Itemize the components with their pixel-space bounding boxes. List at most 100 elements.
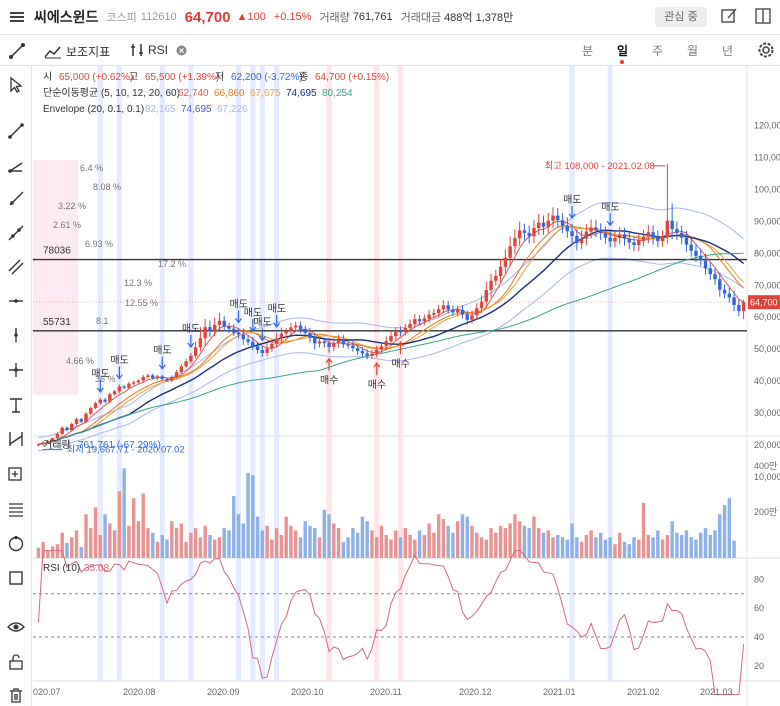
candle[interactable] xyxy=(479,295,484,314)
volume-bar[interactable] xyxy=(384,535,388,558)
candle[interactable] xyxy=(46,440,50,444)
horizontal-line-icon[interactable] xyxy=(7,292,25,310)
volume-bar[interactable] xyxy=(441,518,446,558)
candle[interactable] xyxy=(332,338,336,352)
volume-bar[interactable] xyxy=(351,528,355,558)
volume-bar[interactable] xyxy=(146,528,150,558)
volume-bar[interactable] xyxy=(289,525,293,558)
volume-bar[interactable] xyxy=(293,530,298,558)
volume-bar[interactable] xyxy=(374,537,379,558)
candle[interactable] xyxy=(641,229,646,247)
volume-bar[interactable] xyxy=(313,528,317,558)
candle[interactable] xyxy=(470,310,474,324)
volume-bar[interactable] xyxy=(117,491,122,558)
volume-bar[interactable] xyxy=(470,525,474,558)
volume-bar[interactable] xyxy=(436,514,441,558)
volume-bar[interactable] xyxy=(346,537,350,558)
volume-bar[interactable] xyxy=(460,514,465,558)
candle[interactable] xyxy=(217,312,222,331)
period-day[interactable]: 일 xyxy=(605,42,640,64)
candle[interactable] xyxy=(532,220,536,244)
volume-bar[interactable] xyxy=(155,541,160,558)
volume-bar[interactable] xyxy=(455,521,460,558)
volume-bar[interactable] xyxy=(513,514,517,558)
volume-bar[interactable] xyxy=(656,530,660,558)
candle[interactable] xyxy=(174,369,179,379)
volume-bar[interactable] xyxy=(484,539,489,558)
volume-bar[interactable] xyxy=(260,530,265,558)
volume-bar[interactable] xyxy=(193,528,198,558)
candle[interactable] xyxy=(179,364,184,374)
volume-bar[interactable] xyxy=(727,498,732,558)
candle[interactable] xyxy=(246,335,250,346)
candle[interactable] xyxy=(131,380,136,386)
volume-bar[interactable] xyxy=(379,525,384,558)
candle[interactable] xyxy=(498,259,503,283)
candle[interactable] xyxy=(255,342,260,354)
volume-bar[interactable] xyxy=(336,528,341,558)
volume-bar[interactable] xyxy=(684,530,689,558)
candle[interactable] xyxy=(627,232,631,250)
candle[interactable] xyxy=(65,426,69,432)
volume-bar[interactable] xyxy=(565,539,570,558)
candle[interactable] xyxy=(708,262,712,280)
volume-bar[interactable] xyxy=(122,468,126,558)
volume-bar[interactable] xyxy=(708,535,712,558)
candle[interactable] xyxy=(494,269,498,286)
candle[interactable] xyxy=(394,327,398,341)
candle[interactable] xyxy=(298,321,303,334)
volume-bar[interactable] xyxy=(322,509,327,558)
candle[interactable] xyxy=(127,381,131,390)
candle[interactable] xyxy=(722,284,727,299)
period-year[interactable]: 년 xyxy=(721,44,734,58)
volume-bar[interactable] xyxy=(517,521,522,558)
candle[interactable] xyxy=(651,225,655,245)
volume-bar[interactable] xyxy=(508,523,512,559)
candle[interactable] xyxy=(184,358,188,369)
volume-bar[interactable] xyxy=(398,537,403,558)
candle[interactable] xyxy=(170,375,174,382)
candle[interactable] xyxy=(136,379,141,384)
candle[interactable] xyxy=(232,324,236,337)
parallel-line-icon[interactable] xyxy=(7,258,25,276)
volume-bar[interactable] xyxy=(284,516,288,558)
volume-bar[interactable] xyxy=(560,537,565,558)
volume-bar[interactable] xyxy=(184,541,188,558)
volume-bar[interactable] xyxy=(160,535,164,558)
candle[interactable] xyxy=(384,336,388,351)
volume-bar[interactable] xyxy=(613,544,617,558)
candle[interactable] xyxy=(660,230,665,247)
candle[interactable] xyxy=(146,373,150,379)
candle[interactable] xyxy=(718,272,722,297)
volume-bar[interactable] xyxy=(699,532,703,558)
close-icon[interactable] xyxy=(176,45,187,56)
volume-bar[interactable] xyxy=(232,495,236,558)
volume-bar[interactable] xyxy=(370,530,374,558)
candle[interactable] xyxy=(551,207,555,229)
volume-bar[interactable] xyxy=(660,539,665,558)
price-range-icon[interactable] xyxy=(7,396,25,414)
volume-bar[interactable] xyxy=(251,475,255,558)
candle[interactable] xyxy=(741,299,746,320)
candle[interactable] xyxy=(160,374,164,381)
vertical-line-icon[interactable] xyxy=(7,326,25,344)
volume-bar[interactable] xyxy=(689,537,693,558)
candle[interactable] xyxy=(608,231,612,248)
candle[interactable] xyxy=(370,350,374,359)
date-range-icon[interactable] xyxy=(7,430,25,448)
candle[interactable] xyxy=(41,441,45,446)
candle[interactable] xyxy=(341,335,346,348)
candle[interactable] xyxy=(303,325,307,337)
volume-bar[interactable] xyxy=(556,535,560,558)
candle[interactable] xyxy=(465,310,469,325)
candle[interactable] xyxy=(322,337,327,348)
candle[interactable] xyxy=(79,417,83,424)
menu-icon[interactable] xyxy=(10,12,24,22)
volume-bar[interactable] xyxy=(637,539,641,558)
candle[interactable] xyxy=(117,384,122,394)
candle[interactable] xyxy=(112,389,117,396)
candle[interactable] xyxy=(50,437,55,443)
volume-bar[interactable] xyxy=(365,521,369,558)
candle[interactable] xyxy=(689,237,693,257)
candle[interactable] xyxy=(227,322,231,334)
